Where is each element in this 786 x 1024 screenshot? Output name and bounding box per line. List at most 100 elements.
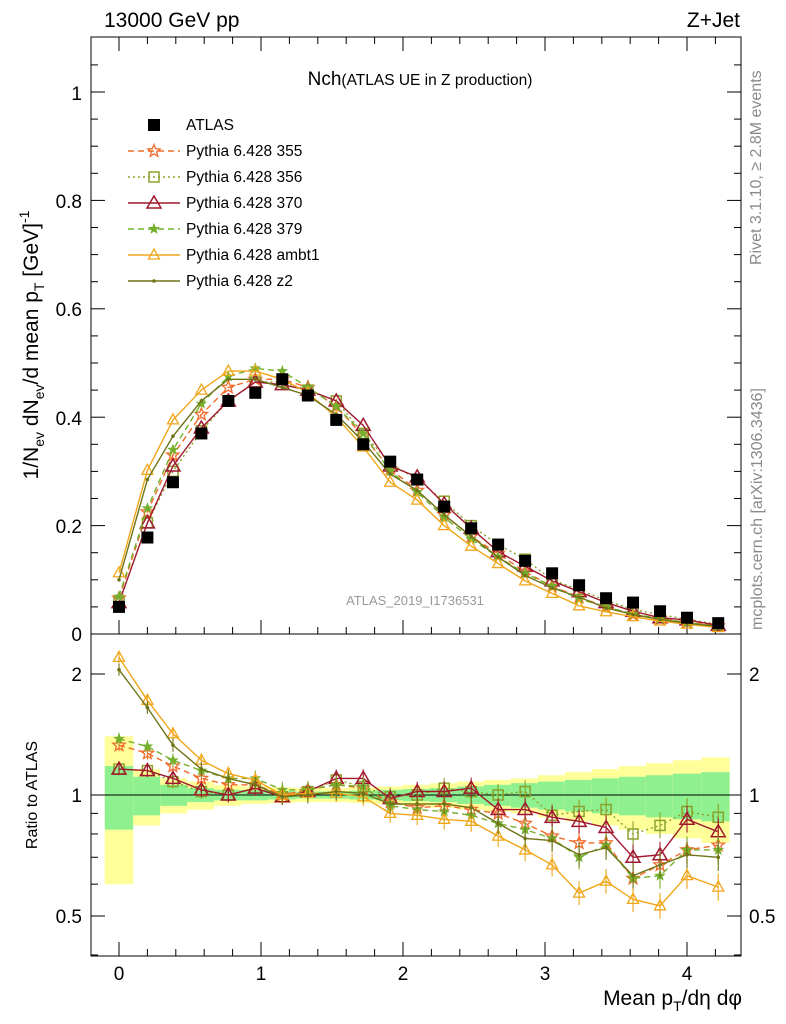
plot-title: Nch(ATLAS UE in Z production)	[308, 69, 533, 90]
ratio-point-z2	[415, 802, 420, 806]
ratio-point-z2	[306, 793, 310, 797]
ratio-point-ambt1	[711, 879, 725, 892]
legend-marker-356	[148, 171, 160, 183]
ratio-point-356	[627, 828, 639, 840]
ratio-point-z2	[117, 667, 121, 672]
legend-label-ambt1: Pythia 6.428 ambt1	[186, 247, 320, 264]
data-point-atlas	[166, 476, 179, 489]
ratio-point-ambt1	[491, 828, 505, 841]
point-379	[141, 502, 154, 514]
point-ambt1	[383, 474, 397, 487]
ratio-point-379	[141, 740, 154, 752]
ratio-panel-series	[110, 650, 727, 919]
point-355	[220, 379, 237, 395]
plot-title-sub: (ATLAS UE in Z production)	[341, 72, 532, 89]
data-point-atlas	[113, 600, 125, 613]
ratio-point-ambt1	[572, 885, 586, 898]
point-z2	[658, 617, 662, 622]
data-point-atlas	[357, 438, 370, 451]
ratio-point-370	[624, 848, 642, 864]
x-tick-label-3: 3	[540, 964, 551, 985]
ratio-point-ambt1	[626, 892, 640, 905]
data-point-atlas	[301, 389, 314, 402]
data-point-atlas	[654, 605, 667, 618]
point-z2	[145, 477, 150, 482]
ratio-point-370	[462, 779, 480, 794]
y-tick-label-08: 0.8	[56, 192, 82, 213]
legend-marker-379	[148, 222, 160, 234]
point-ambt1	[166, 412, 180, 425]
data-point-atlas	[492, 538, 505, 551]
data-point-atlas	[438, 500, 451, 513]
data-point-atlas	[465, 522, 478, 535]
point-z2	[253, 377, 258, 382]
ratio-point-z2	[523, 836, 527, 841]
ratio-point-370	[678, 810, 696, 826]
main-y-axis-title: 1/Nev dNev/d mean pT [GeV]-1	[16, 210, 47, 479]
process-header: Z+Jet	[687, 9, 740, 32]
point-z2	[577, 595, 581, 599]
ratio-point-z2	[550, 838, 554, 843]
ratio-point-ambt1	[464, 813, 478, 826]
point-379	[167, 443, 179, 455]
ratio-point-356	[654, 819, 666, 832]
legend-marker-ambt1	[147, 247, 161, 260]
point-379	[357, 427, 370, 439]
data-point-atlas	[276, 373, 289, 386]
point-ambt1	[599, 604, 613, 617]
point-z2	[604, 606, 608, 610]
ratio-point-z2	[199, 767, 204, 771]
ratio-point-z2	[631, 873, 635, 878]
x-tick-labels: 0 1 2 3 4	[114, 964, 693, 985]
data-point-atlas	[600, 592, 613, 605]
ratio-tick-label-right-05: 0.5	[749, 907, 775, 928]
stat-uncertainty-band	[591, 778, 619, 814]
ratio-point-355	[193, 770, 210, 786]
data-point-atlas	[222, 394, 235, 407]
point-z2	[550, 586, 554, 590]
ratio-point-370	[164, 769, 182, 785]
data-point-atlas	[141, 531, 154, 544]
point-ambt1	[545, 586, 559, 598]
main-panel-series	[110, 362, 727, 633]
point-z2	[388, 472, 393, 476]
ratio-point-z2	[388, 802, 393, 806]
point-ambt1	[140, 462, 154, 475]
ratio-point-ambt1	[437, 811, 451, 824]
legend-label-355: Pythia 6.428 355	[186, 143, 302, 160]
point-z2	[631, 612, 635, 617]
data-point-atlas	[195, 427, 208, 440]
point-z2	[469, 534, 473, 539]
ratio-y-axis-title: Ratio to ATLAS	[24, 741, 41, 849]
series-line-356	[118, 381, 719, 625]
point-ambt1	[410, 492, 424, 505]
ratio-point-z2	[496, 821, 500, 826]
stat-uncertainty-band	[104, 766, 134, 830]
point-ambt1	[464, 538, 478, 551]
ratio-point-ambt1	[410, 807, 424, 820]
point-z2	[496, 555, 500, 559]
ratio-point-355	[111, 736, 127, 752]
ratio-point-z2	[253, 783, 258, 787]
ratio-point-z2	[361, 791, 366, 796]
data-point-atlas	[627, 596, 640, 609]
point-ambt1	[437, 518, 451, 531]
rivet-label: Rivet 3.1.10, ≥ 2.8M events	[748, 70, 765, 265]
series-line-355	[118, 378, 719, 627]
data-point-atlas	[330, 413, 343, 426]
series-line-ambt1	[118, 370, 719, 629]
ratio-point-370	[139, 762, 156, 777]
point-379	[195, 397, 208, 409]
data-point-atlas	[249, 386, 262, 399]
data-point-atlas	[411, 473, 424, 486]
plot-title-main: Nch	[308, 69, 342, 90]
x-axis-title: Mean pT/dη dφ	[603, 987, 742, 1014]
y-tick-label-06: 0.6	[56, 300, 82, 321]
ratio-y-tick-labels-right: 0.5 1 2	[749, 665, 775, 928]
point-z2	[415, 488, 420, 493]
x-tick-label-4: 4	[682, 964, 693, 985]
x-tick-label-1: 1	[256, 964, 267, 985]
ratio-point-ambt1	[545, 857, 559, 870]
ratio-point-370	[570, 812, 588, 828]
